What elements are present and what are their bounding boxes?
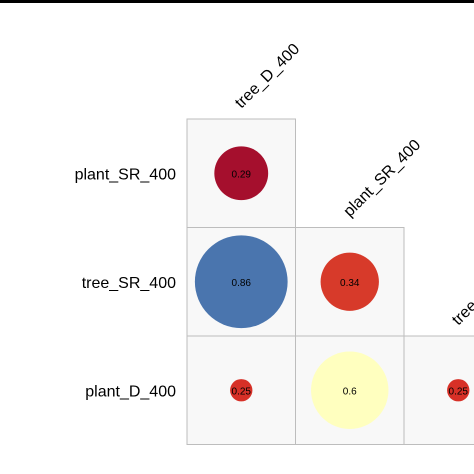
col-label-plant-sr-400: plant_SR_400 <box>341 137 425 221</box>
value-label-tree-sr-400-tree-d-400: 0.86 <box>232 278 252 289</box>
col-label-tree-d-400: tree_D_400 <box>232 41 303 112</box>
top-frame-line <box>0 0 474 3</box>
corr-circle-plant-d-400-tree-d-400 <box>230 379 253 402</box>
row-label-plant-d-400: plant_D_400 <box>85 383 176 400</box>
corr-circle-tree-sr-400-tree-d-400 <box>194 235 288 329</box>
value-label-plant-sr-400-tree-d-400: 0.29 <box>232 169 252 180</box>
corr-circle-tree-sr-400-plant-sr-400 <box>320 252 379 311</box>
corr-circle-plant-sr-400-tree-d-400 <box>214 146 269 201</box>
marks-layer: 0.29 0.86 0.34 0.25 0.6 0.25 <box>194 146 470 429</box>
value-label-tree-sr-400-plant-sr-400: 0.34 <box>340 278 360 289</box>
value-label-plant-d-400-tree-d-400: 0.25 <box>232 386 252 397</box>
row-label-plant-sr-400: plant_SR_400 <box>75 166 177 183</box>
value-label-plant-d-400-tree-sr-400: 0.25 <box>449 386 469 397</box>
row-label-tree-sr-400: tree_SR_400 <box>82 275 176 292</box>
col-label-tree-sr-400: tree_SR_400 <box>449 250 474 329</box>
value-label-plant-d-400-plant-sr-400: 0.6 <box>343 386 357 397</box>
corr-circle-plant-d-400-plant-sr-400 <box>311 351 389 429</box>
corr-circle-plant-d-400-tree-sr-400 <box>447 379 470 402</box>
